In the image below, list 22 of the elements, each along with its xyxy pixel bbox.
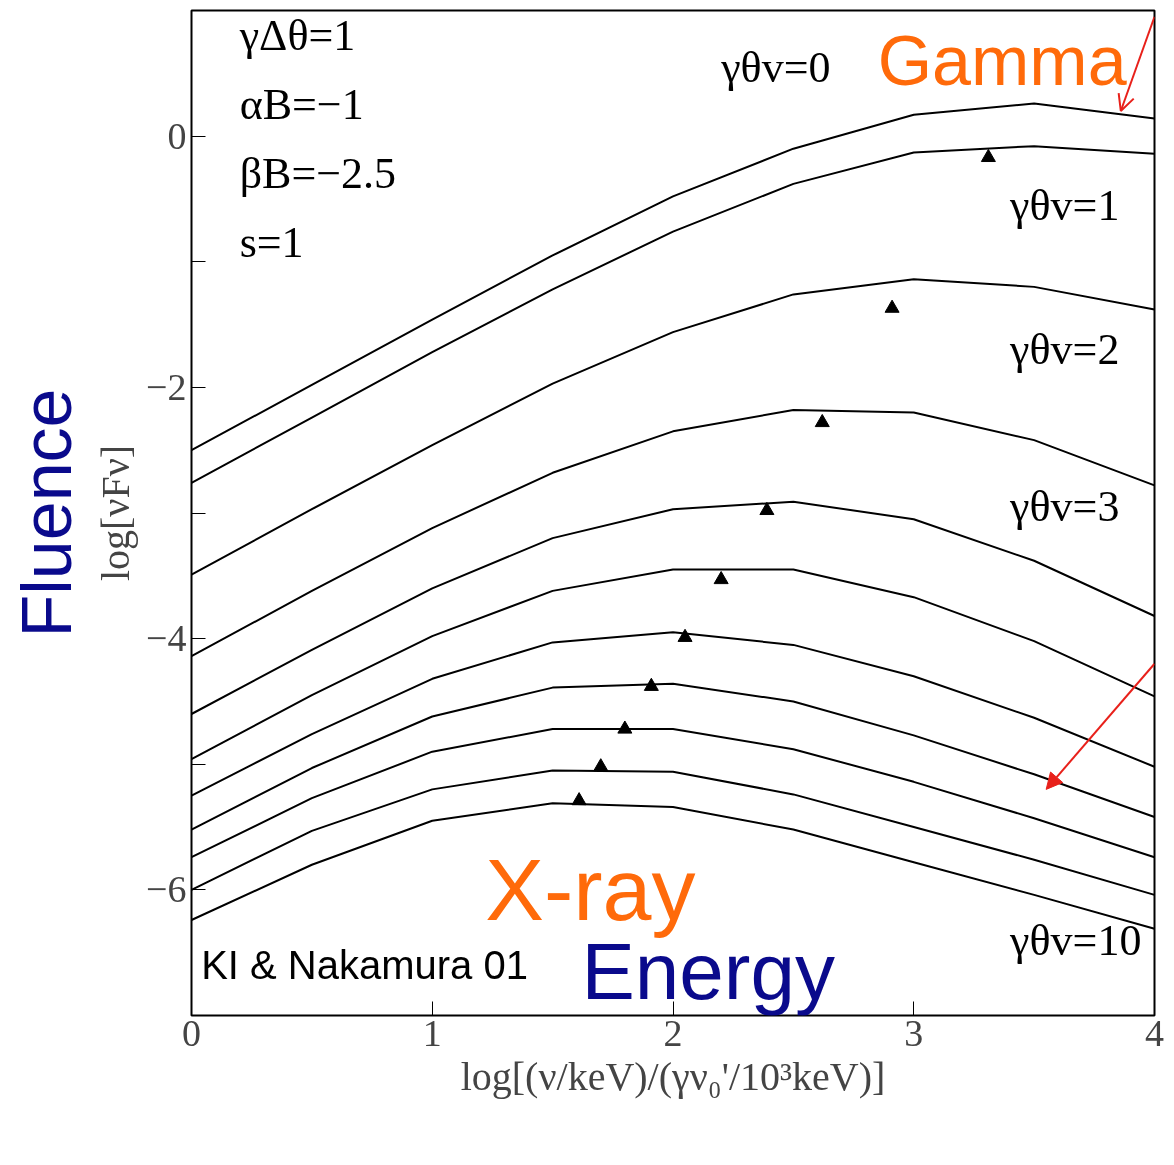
annotation: γθv=1	[1009, 180, 1120, 230]
annotation: γθv=3	[1009, 482, 1120, 532]
annotation: KI & Nakamura 01	[201, 943, 528, 988]
annotation: γθv=10	[1009, 915, 1142, 965]
annotation: Gamma	[877, 21, 1127, 100]
y-axis-title: log[νFν]	[93, 444, 139, 582]
y-tick-label: −2	[146, 365, 187, 408]
x-tick-label: 2	[663, 1011, 683, 1054]
annotation: s=1	[239, 218, 304, 268]
annotation: βB=−2.5	[239, 149, 397, 199]
annotation: γθv=0	[720, 42, 831, 92]
x-axis-title: log[(ν/keV)/(γν₀'/10³keV)]	[460, 1053, 886, 1099]
annotation: γΔθ=1	[238, 11, 356, 61]
annotation: γθv=2	[1009, 325, 1120, 375]
x-tick-label: 4	[1145, 1011, 1164, 1054]
x-tick-label: 3	[904, 1011, 924, 1054]
y-tick-label: −4	[146, 617, 187, 660]
y-tick-label: 0	[167, 114, 187, 157]
annotation: αB=−1	[239, 80, 364, 130]
text: Fluence	[7, 388, 86, 638]
y-tick-label: −6	[146, 868, 187, 911]
x-tick-label: 1	[422, 1011, 442, 1054]
